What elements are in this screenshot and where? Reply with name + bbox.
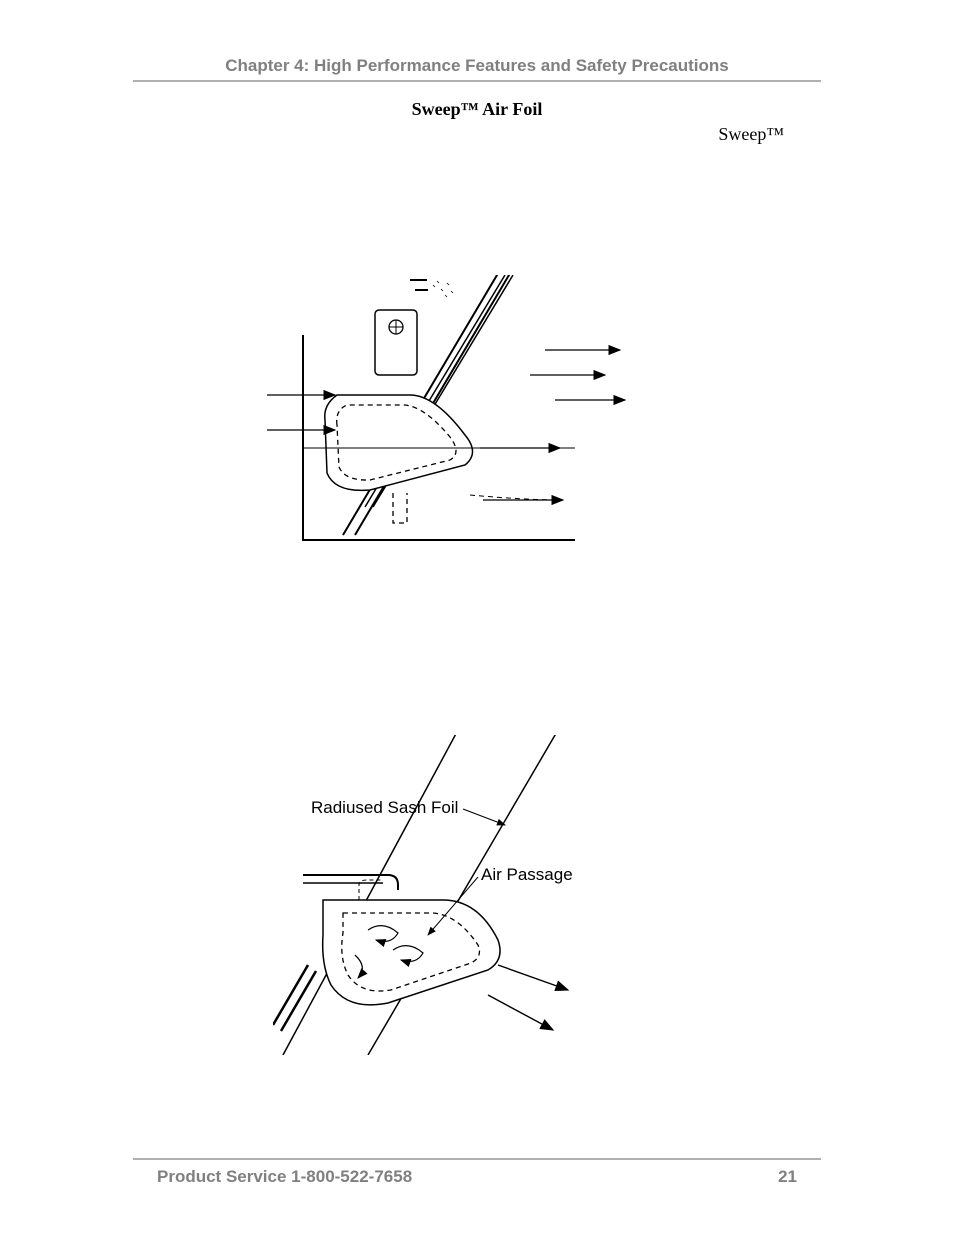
label-sash-foil: Radiused Sash Foil xyxy=(311,798,458,817)
airfoil-svg-2: Radiused Sash Foil Air Passage xyxy=(273,735,673,1055)
chapter-title: Chapter 4: High Performance Features and… xyxy=(225,56,729,75)
page: Chapter 4: High Performance Features and… xyxy=(0,0,954,1235)
section-side-label: Sweep™ xyxy=(718,124,784,145)
airfoil-diagram-2: Radiused Sash Foil Air Passage xyxy=(273,735,673,1055)
section-title: Sweep™ Air Foil xyxy=(0,99,954,120)
chapter-header: Chapter 4: High Performance Features and… xyxy=(133,56,821,76)
footer-rule xyxy=(133,1158,821,1160)
airfoil-diagram-1 xyxy=(265,275,645,555)
footer-service: Product Service 1-800-522-7658 xyxy=(157,1167,412,1187)
page-number: 21 xyxy=(778,1167,797,1187)
label-air-passage: Air Passage xyxy=(481,865,573,884)
header-rule xyxy=(133,80,821,82)
airfoil-svg-1 xyxy=(265,275,645,555)
